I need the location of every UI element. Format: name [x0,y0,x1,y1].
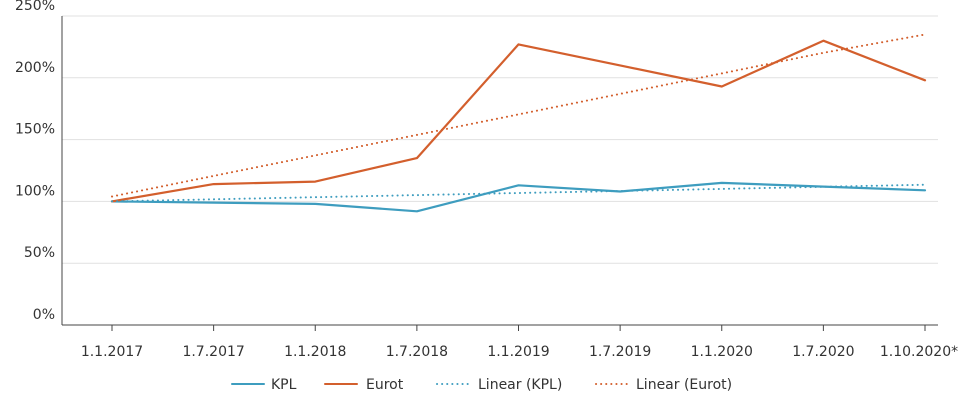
legend-label: Eurot [366,377,404,393]
series-line-linear-kpl [111,183,926,203]
legend: KPL Eurot Linear (KPL) Linear (Eurot) [231,377,732,393]
x-tick-label: 1.7.2018 [386,344,448,360]
y-tick-label: 0% [33,307,55,323]
y-tick-label: 250% [15,0,55,14]
x-tick-label: 1.1.2019 [487,344,549,360]
x-tick-label: 1.7.2020 [792,344,854,360]
x-tick-label: 1.1.2020 [691,344,753,360]
x-tick-labels: 1.1.2017 1.7.2017 1.1.2018 1.7.2018 1.1.2019… [81,344,958,360]
legend-label: Linear (Eurot) [636,377,732,393]
legend-label: Linear (KPL) [478,377,562,393]
x-tick-label: 1.1.2017 [81,344,143,360]
series-lines [110,33,927,213]
series-line-linear-eurot [111,33,926,198]
legend-label: KPL [271,377,297,393]
x-tick-label: 1.7.2019 [589,344,651,360]
y-tick-label: 100% [15,183,55,199]
x-tick-label: 1.1.2018 [284,344,346,360]
x-tick-label: 1.10.2020* [880,344,958,360]
y-tick-label: 50% [24,245,55,261]
y-tick-label: 150% [15,122,55,138]
y-tick-label: 200% [15,60,55,76]
axes [61,16,938,331]
x-tick-label: 1.7.2017 [182,344,244,360]
series-line-eurot [110,39,927,203]
series-line-kpl [110,181,927,213]
y-tick-labels: 0% 50% 100% 150% 200% 250% [15,0,55,323]
gridlines [62,15,938,264]
